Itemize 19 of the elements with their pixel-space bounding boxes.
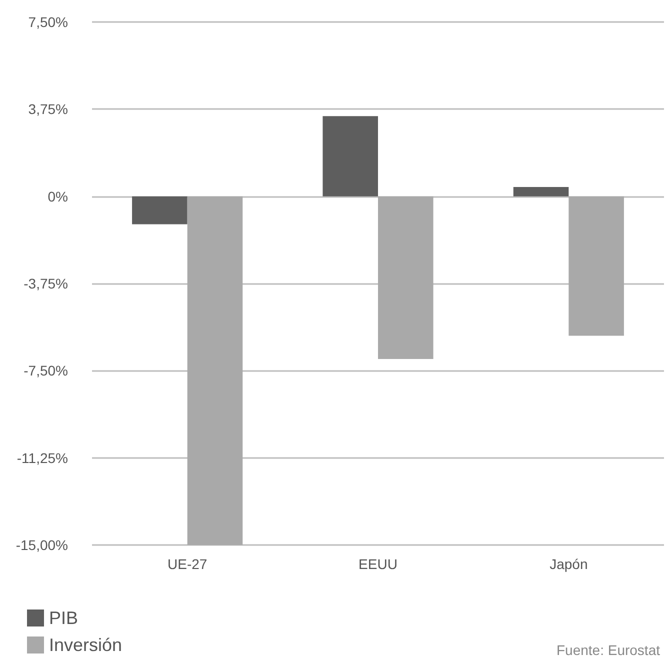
x-tick-label: UE-27 bbox=[167, 556, 208, 572]
y-tick-label: -3,75% bbox=[24, 276, 68, 292]
bar bbox=[187, 196, 243, 545]
bar bbox=[378, 196, 434, 360]
bar bbox=[322, 116, 378, 196]
bar bbox=[568, 196, 624, 336]
y-tick-label: 3,75% bbox=[28, 101, 68, 118]
y-tick-label: -7,50% bbox=[24, 362, 68, 379]
source-note: Fuente: Eurostat bbox=[556, 642, 660, 658]
x-tick-label: EEUU bbox=[358, 556, 398, 572]
x-tick-label: Japón bbox=[550, 556, 588, 572]
y-tick-label: 0% bbox=[48, 188, 68, 204]
legend-label: Inversión bbox=[49, 635, 122, 655]
y-tick-label: -11,25% bbox=[16, 450, 68, 466]
y-tick-label: 7,50% bbox=[28, 14, 68, 30]
bar bbox=[132, 196, 188, 224]
bar bbox=[513, 187, 569, 196]
y-tick-label: -15,00% bbox=[16, 537, 68, 553]
legend-label: PIB bbox=[49, 608, 78, 628]
